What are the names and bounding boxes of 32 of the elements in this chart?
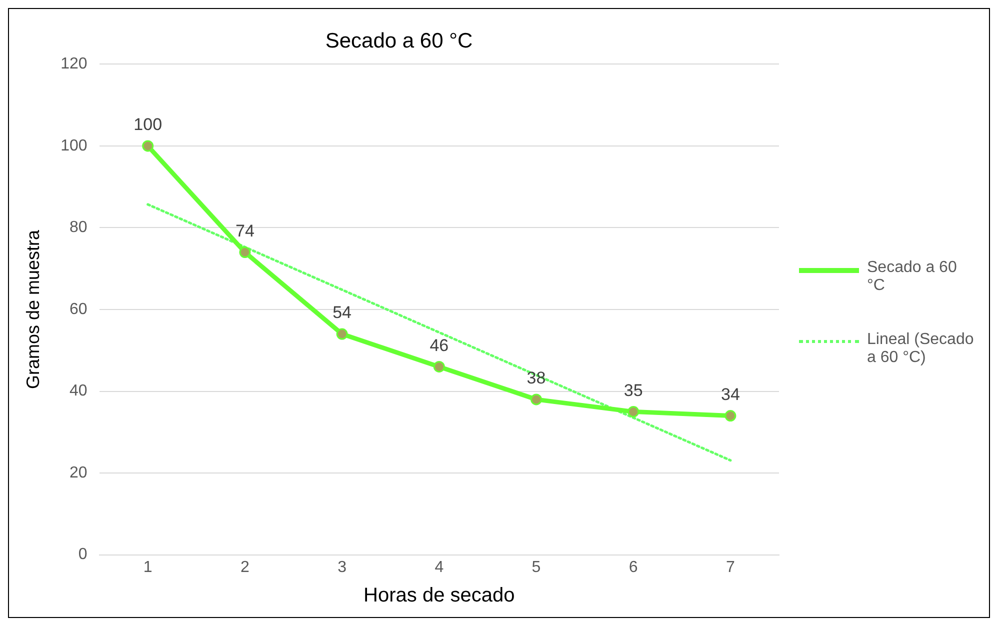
- point: [239, 246, 251, 258]
- legend-label: Secado a 60 °C: [867, 259, 958, 295]
- x-tick-label: 7: [726, 558, 735, 576]
- y-tick-label: 80: [70, 219, 88, 236]
- data-label: 54: [332, 303, 352, 322]
- point: [530, 394, 542, 406]
- x-tick-label: 3: [338, 558, 347, 576]
- data-label: 74: [235, 221, 254, 240]
- x-tick-label: 4: [434, 558, 444, 576]
- legend-label: Lineal (Secado a 60 °C): [867, 331, 975, 367]
- x-tick-label: 6: [628, 558, 638, 576]
- point: [628, 406, 640, 418]
- point: [724, 410, 736, 422]
- data-label: 35: [624, 380, 643, 400]
- y-tick-label: 60: [70, 300, 88, 318]
- y-tick-label: 20: [70, 464, 88, 482]
- y-axis-title: Gramos de muestra: [22, 228, 43, 390]
- y-tick-label: 120: [60, 56, 88, 73]
- y-tick-label: 40: [70, 382, 88, 400]
- data-label: 100: [134, 115, 162, 134]
- point: [142, 140, 154, 152]
- x-axis-title: Horas de secado: [364, 584, 515, 607]
- point: [336, 328, 348, 340]
- x-tick-label: 5: [532, 558, 541, 576]
- x-tick-label: 1: [143, 558, 152, 576]
- point: [433, 360, 445, 372]
- x-tick-label: 2: [240, 558, 250, 576]
- data-label: 34: [720, 384, 740, 404]
- data-label: 46: [430, 336, 449, 355]
- y-tick-label: 100: [60, 137, 88, 154]
- y-tick-label: 0: [78, 546, 88, 564]
- chart-title: Secado a 60 °C: [325, 29, 473, 52]
